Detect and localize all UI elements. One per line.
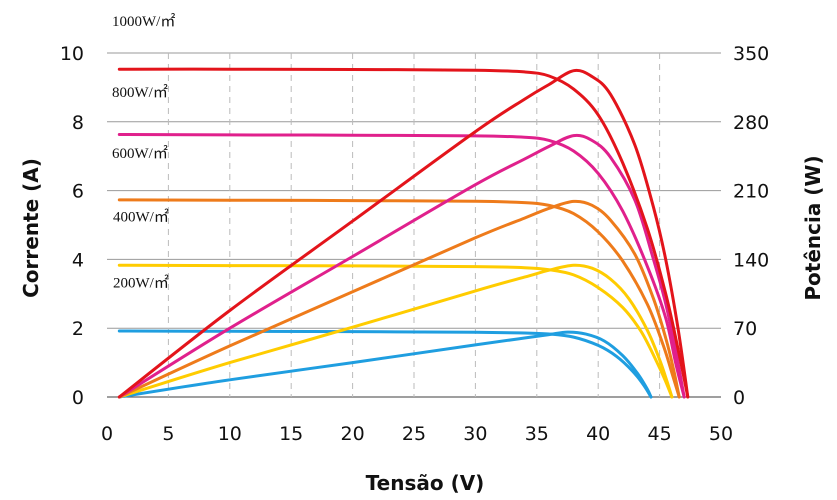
iv-curve-1000w bbox=[117, 67, 690, 399]
series-layer bbox=[117, 67, 690, 399]
x-tick-label: 40 bbox=[586, 423, 610, 445]
x-tick-label: 0 bbox=[101, 423, 113, 445]
iv-curve-400w bbox=[117, 263, 674, 399]
iv-curve-600w bbox=[117, 198, 681, 399]
x-tick-label: 35 bbox=[525, 423, 549, 445]
y-left-tick-label: 8 bbox=[72, 112, 84, 134]
y-right-axis-title: Potência (W) bbox=[801, 155, 825, 300]
y-right-tick-label: 350 bbox=[733, 43, 769, 65]
y-right-tick-label: 140 bbox=[733, 249, 769, 271]
labels: 1000W/㎡ 800W/㎡ 600W/㎡ 400W/㎡ 200W/㎡ bbox=[112, 13, 175, 291]
irradiance-label-1000w: 1000W/㎡ bbox=[112, 13, 175, 30]
irradiance-label-800w: 800W/㎡ bbox=[112, 84, 168, 101]
y-right-tick-label: 210 bbox=[733, 181, 769, 203]
iv-curve-800w bbox=[117, 133, 686, 399]
x-tick-label: 5 bbox=[162, 423, 174, 445]
grid bbox=[107, 52, 721, 398]
power-curve-800w bbox=[117, 133, 686, 399]
y-left-tick-label: 10 bbox=[60, 43, 84, 65]
power-curve-400w bbox=[117, 263, 674, 399]
x-tick-label: 50 bbox=[709, 423, 733, 445]
y-left-tick-label: 0 bbox=[72, 387, 84, 409]
y-left-axis-title: Corrente (A) bbox=[19, 158, 43, 298]
y-right-tick-label: 70 bbox=[733, 318, 757, 340]
y-left-tick-label: 4 bbox=[72, 249, 84, 271]
x-tick-label: 20 bbox=[341, 423, 365, 445]
y-left-tick-label: 6 bbox=[72, 181, 84, 203]
x-axis-title: Tensão (V) bbox=[366, 471, 485, 495]
x-tick-label: 10 bbox=[218, 423, 242, 445]
irradiance-label-200w: 200W/㎡ bbox=[113, 274, 169, 291]
power-curve-200w bbox=[117, 330, 653, 399]
x-tick-label: 25 bbox=[402, 423, 426, 445]
ticks: 0 5 10 15 20 25 30 35 40 45 5002468100701402102803… bbox=[60, 43, 769, 445]
irradiance-label-600w: 600W/㎡ bbox=[112, 145, 168, 162]
iv-curve-200w bbox=[117, 329, 653, 399]
x-tick-label: 30 bbox=[463, 423, 487, 445]
power-curve-1000w bbox=[117, 68, 690, 399]
y-right-tick-label: 280 bbox=[733, 112, 769, 134]
x-tick-label: 15 bbox=[279, 423, 303, 445]
y-right-tick-label: 0 bbox=[733, 387, 745, 409]
y-left-tick-label: 2 bbox=[72, 318, 84, 340]
power-curve-600w bbox=[117, 199, 681, 399]
x-tick-label: 45 bbox=[648, 423, 672, 445]
irradiance-label-400w: 400W/㎡ bbox=[113, 209, 169, 226]
